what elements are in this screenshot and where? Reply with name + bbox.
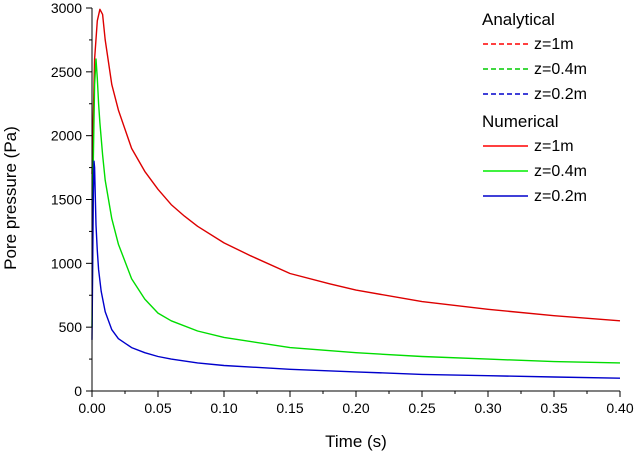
y-tick-label: 2500 bbox=[51, 64, 82, 80]
x-tick-label: 0.30 bbox=[474, 400, 501, 416]
legend-label: z=1m bbox=[534, 138, 574, 155]
x-tick-label: 0.10 bbox=[210, 400, 237, 416]
x-tick-label: 0.20 bbox=[342, 400, 369, 416]
y-tick-label: 1500 bbox=[51, 192, 82, 208]
legend-label: z=0.4m bbox=[534, 61, 587, 78]
x-tick-label: 0.40 bbox=[606, 400, 633, 416]
y-tick-label: 500 bbox=[59, 319, 83, 335]
x-tick-label: 0.00 bbox=[78, 400, 105, 416]
x-axis-ticks: 0.00 0.05 0.10 0.15 0.20 0.25 0.30 0.35 0.40 bbox=[78, 391, 634, 416]
legend: Analytical z=1m z=0.4m z=0.2m Numerical z=1m z… bbox=[482, 10, 587, 205]
y-tick-label: 2000 bbox=[51, 128, 82, 144]
legend-label: z=0.2m bbox=[534, 86, 587, 103]
series-line-z=0.4m bbox=[91, 58, 621, 364]
legend-label: z=1m bbox=[534, 36, 574, 53]
series-line-z=1m bbox=[91, 8, 621, 322]
legend-label: z=0.2m bbox=[534, 188, 587, 205]
x-tick-label: 0.35 bbox=[540, 400, 567, 416]
legend-group-title: Analytical bbox=[482, 10, 555, 29]
x-axis-label: Time (s) bbox=[325, 432, 387, 451]
y-tick-label: 1000 bbox=[51, 255, 82, 271]
x-tick-label: 0.15 bbox=[276, 400, 303, 416]
x-tick-label: 0.05 bbox=[144, 400, 171, 416]
y-axis-ticks: 0 500 1000 1500 2000 2500 3000 bbox=[51, 0, 92, 399]
y-axis-label: Pore pressure (Pa) bbox=[1, 126, 20, 270]
legend-group-title: Numerical bbox=[482, 112, 559, 131]
plot-area bbox=[91, 8, 621, 379]
legend-label: z=0.4m bbox=[534, 163, 587, 180]
series-line-z=0.2m bbox=[91, 160, 621, 379]
y-tick-label: 0 bbox=[74, 383, 82, 399]
y-tick-label: 3000 bbox=[51, 0, 82, 16]
x-tick-label: 0.25 bbox=[408, 400, 435, 416]
